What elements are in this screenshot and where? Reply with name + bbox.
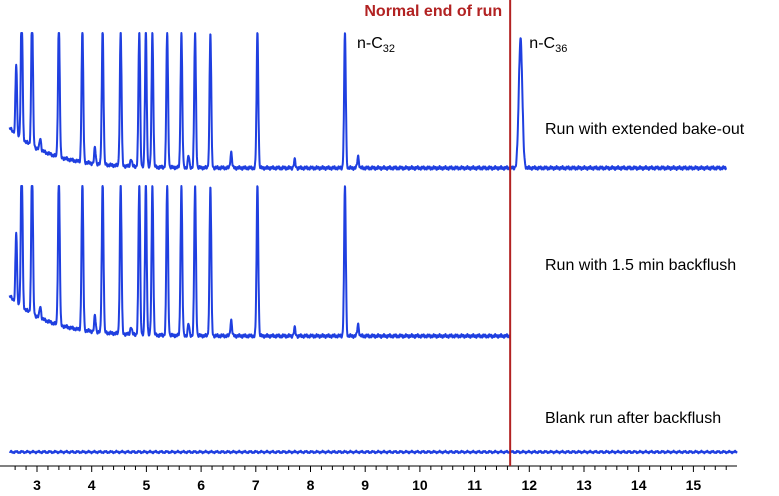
peak-annotation-36: n-C36 — [529, 35, 567, 55]
x-tick-label: 14 — [631, 477, 647, 493]
x-tick-label: 11 — [467, 477, 482, 493]
traces-group — [8, 32, 738, 455]
series-line-2 — [8, 185, 511, 339]
series-label-1: Run with extended bake-out — [545, 121, 745, 138]
x-tick-label: 9 — [361, 477, 369, 493]
x-tick-label: 15 — [686, 477, 702, 493]
x-tick-label: 6 — [197, 477, 205, 493]
x-tick-label: 12 — [522, 477, 538, 493]
series-label-3: Blank run after backflush — [545, 410, 721, 427]
series-line-3 — [8, 449, 738, 455]
x-axis: 3 4 5 6 7 8 9 10 11 12 13 14 15 — [0, 465, 737, 493]
x-tick-label: 7 — [252, 477, 260, 493]
x-tick-label: 10 — [412, 477, 428, 493]
x-tick-label: 5 — [143, 477, 151, 493]
x-tick-label: 8 — [307, 477, 315, 493]
x-tick-label: 13 — [576, 477, 592, 493]
x-tick-label: 3 — [33, 477, 41, 493]
end-of-run-label: Normal end of run — [364, 3, 502, 20]
annotations-group: Run with extended bake-out Run with 1.5 m… — [357, 0, 745, 466]
x-tick-label: 4 — [88, 477, 96, 493]
series-label-2: Run with 1.5 min backflush — [545, 257, 736, 274]
series-line-1 — [8, 32, 727, 171]
peak-annotation-32: n-C32 — [357, 35, 395, 55]
